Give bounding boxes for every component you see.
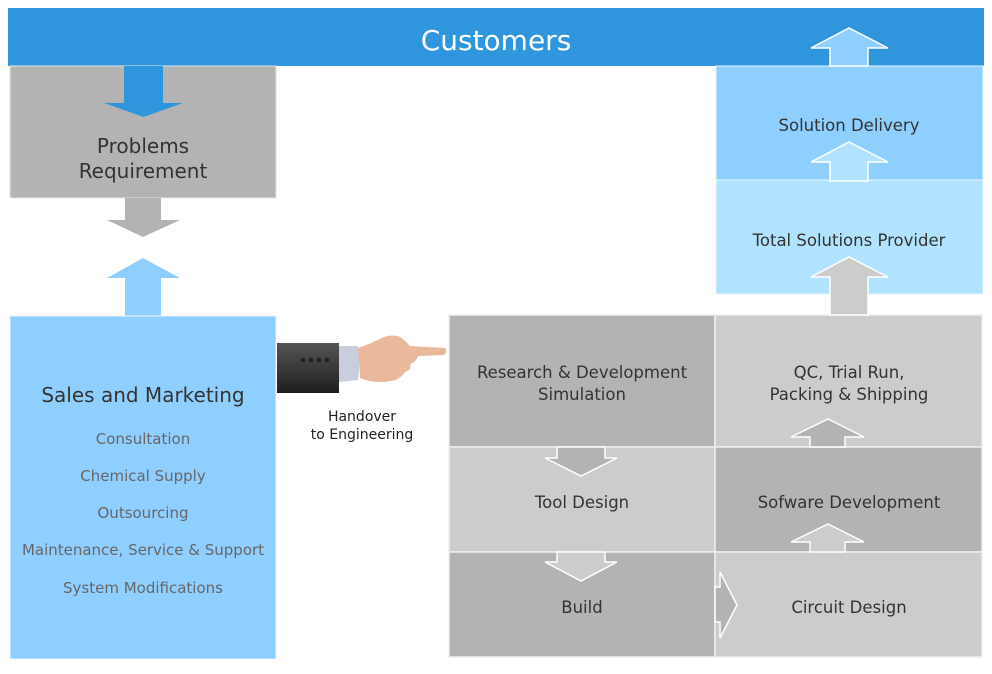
qc-label-2: Packing & Shipping bbox=[770, 385, 929, 404]
handover-label-2: to Engineering bbox=[311, 427, 414, 443]
problems-label-2: Requirement bbox=[79, 159, 208, 183]
sales-item: System Modifications bbox=[63, 579, 223, 597]
sales-item: Maintenance, Service & Support bbox=[22, 541, 264, 559]
sales-item: Chemical Supply bbox=[80, 467, 206, 485]
arrow-down-gray-icon bbox=[107, 198, 180, 237]
customers-title: Customers bbox=[421, 24, 572, 57]
arrow-down-to-build-icon bbox=[544, 551, 618, 582]
sales-title: Sales and Marketing bbox=[41, 383, 244, 407]
arrow-up-to-software-icon bbox=[790, 523, 865, 553]
qc-box bbox=[714, 314, 983, 448]
arrow-up-blue-icon bbox=[107, 258, 180, 316]
sales-item: Consultation bbox=[96, 430, 190, 448]
build-label: Build bbox=[561, 598, 602, 617]
software-label: Sofware Development bbox=[758, 493, 941, 512]
circuit-box bbox=[714, 551, 983, 658]
arrow-right-to-circuit-icon bbox=[714, 571, 738, 639]
arrow-down-blue-icon bbox=[104, 66, 183, 117]
rnd-label-2: Simulation bbox=[538, 385, 626, 404]
arrow-up-to-provider-icon bbox=[810, 256, 889, 316]
total-solutions-label: Total Solutions Provider bbox=[752, 231, 946, 250]
customers-bar bbox=[8, 8, 984, 66]
handover-label-1: Handover bbox=[328, 409, 396, 425]
sales-box bbox=[9, 315, 277, 660]
pointing-hand-icon bbox=[277, 335, 447, 393]
circuit-label: Circuit Design bbox=[791, 598, 906, 617]
arrow-up-to-delivery-icon bbox=[810, 141, 889, 182]
tool-design-label: Tool Design bbox=[534, 493, 629, 512]
arrow-up-to-customers-icon bbox=[810, 27, 889, 67]
arrow-down-to-tool-icon bbox=[544, 446, 618, 477]
sales-item: Outsourcing bbox=[98, 504, 189, 522]
arrow-up-to-qc-icon bbox=[790, 418, 865, 448]
qc-label-1: QC, Trial Run, bbox=[794, 363, 905, 382]
solution-delivery-label: Solution Delivery bbox=[779, 116, 920, 135]
problems-label-1: Problems bbox=[97, 134, 189, 158]
rnd-label-1: Research & Development bbox=[477, 363, 688, 382]
